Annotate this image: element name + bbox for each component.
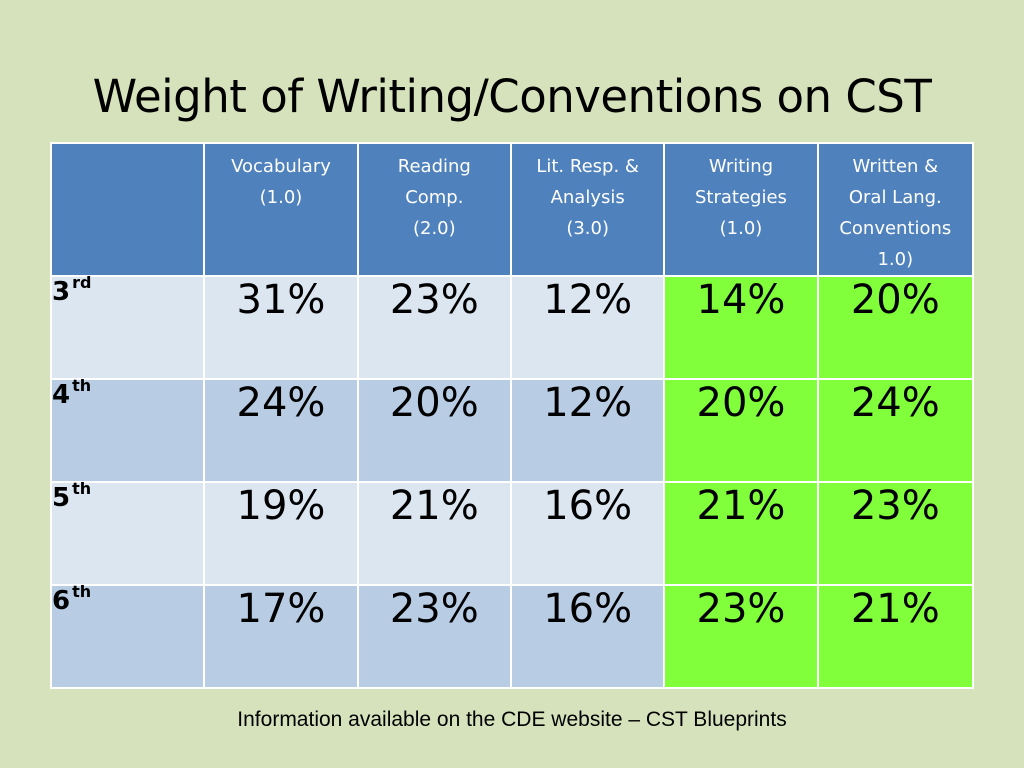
header-line: (3.0) <box>566 218 609 239</box>
header-line: Vocabulary <box>231 156 331 177</box>
value-cell: 23% <box>356 275 512 380</box>
value-cell-highlighted: 21% <box>663 481 819 586</box>
value-cell: 17% <box>203 584 359 689</box>
value-cell-highlighted: 21% <box>816 584 975 689</box>
table-header-row: Vocabulary (1.0) Reading Comp. (2.0) Lit… <box>49 142 975 277</box>
footer-note: Information available on the CDE website… <box>237 708 787 731</box>
header-written-oral-conventions: Written & Oral Lang. Conventions 1.0) <box>816 142 975 277</box>
value-cell: 19% <box>203 481 359 586</box>
header-reading-comp: Reading Comp. (2.0) <box>356 142 512 277</box>
value-cell-highlighted: 23% <box>816 481 975 586</box>
value-cell: 20% <box>356 378 512 483</box>
cst-weights-table: Vocabulary (1.0) Reading Comp. (2.0) Lit… <box>49 142 975 689</box>
grade-suffix: rd <box>72 273 92 292</box>
header-lit-resp-analysis: Lit. Resp. & Analysis (3.0) <box>509 142 666 277</box>
header-line: Analysis <box>550 187 625 208</box>
header-line: Writing <box>708 156 774 177</box>
value-cell: 12% <box>509 378 666 483</box>
header-vocabulary: Vocabulary (1.0) <box>203 142 359 277</box>
grade-number: 3 <box>52 277 71 307</box>
slide-title: Weight of Writing/Conventions on CST <box>92 70 932 123</box>
header-line: Conventions <box>839 218 952 239</box>
corner-cell <box>49 142 206 277</box>
header-line: (1.0) <box>259 187 303 208</box>
value-cell: 12% <box>509 275 666 380</box>
grade-suffix: th <box>72 582 92 601</box>
header-line: Comp. <box>405 187 464 208</box>
header-line: Lit. Resp. & <box>536 156 639 177</box>
value-cell: 24% <box>203 378 359 483</box>
value-cell-highlighted: 23% <box>663 584 819 689</box>
value-cell-highlighted: 24% <box>816 378 975 483</box>
grade-number: 6 <box>52 586 71 616</box>
value-cell-highlighted: 14% <box>663 275 819 380</box>
header-line: Reading <box>397 156 471 177</box>
value-cell: 23% <box>356 584 512 689</box>
grade-suffix: th <box>72 479 92 498</box>
header-writing-strategies: Writing Strategies (1.0) <box>663 142 819 277</box>
value-cell: 21% <box>356 481 512 586</box>
header-line: Oral Lang. <box>848 187 942 208</box>
header-line: 1.0) <box>877 249 914 270</box>
header-line: Written & <box>852 156 939 177</box>
grade-number: 4 <box>52 380 71 410</box>
value-cell: 16% <box>509 481 666 586</box>
grade-number: 5 <box>52 483 71 513</box>
grade-suffix: th <box>72 376 92 395</box>
header-line: (1.0) <box>719 218 763 239</box>
header-line: (2.0) <box>412 218 456 239</box>
value-cell: 16% <box>509 584 666 689</box>
header-line: Strategies <box>695 187 787 208</box>
value-cell-highlighted: 20% <box>663 378 819 483</box>
value-cell: 31% <box>203 275 359 380</box>
value-cell-highlighted: 20% <box>816 275 975 380</box>
